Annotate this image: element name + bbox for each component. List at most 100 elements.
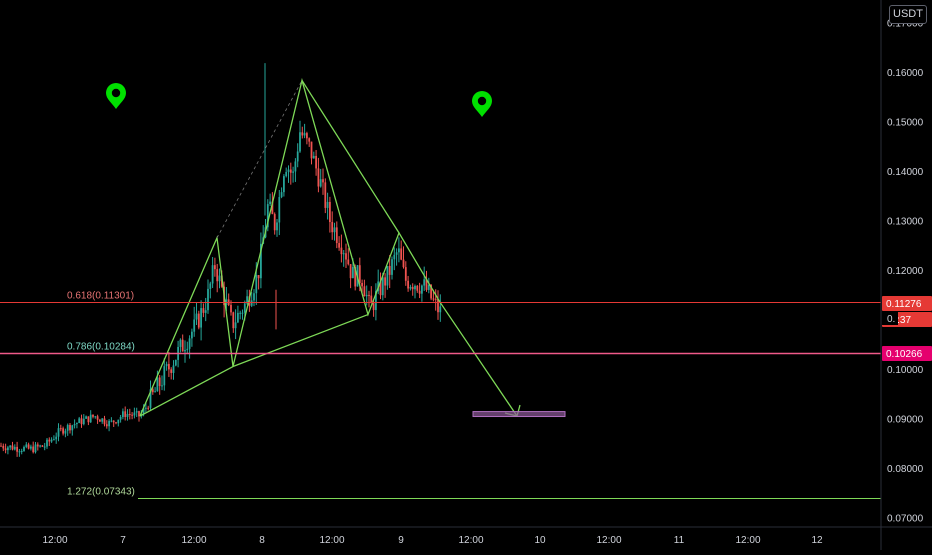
candle-body [122,411,124,417]
candle-body [239,312,242,314]
candle-body [105,424,108,427]
candle-body [266,204,269,228]
candle-body [36,444,39,447]
candle-body [20,451,23,453]
candle-body [241,312,244,314]
candle-body [13,446,16,450]
candle-body [0,445,2,447]
candles-layer [0,63,442,457]
candle-body [82,418,85,425]
candle-body [7,447,9,451]
time-axis[interactable]: 12:00 7 12:00 8 12:00 9 12:00 10 12:00 11 12:00 12 [0,526,932,546]
candle-body [409,286,412,289]
candle-body [257,275,260,279]
price-badge-0618: 0.11276 [886,299,922,310]
time-tick-label: 12:00 [458,535,483,546]
candle-body [276,222,278,231]
candle-body [400,248,403,260]
candle-body [243,303,246,313]
price-tick-label: 0.17000 [887,19,924,30]
candle-body [427,284,430,290]
price-tick-label: 0.14000 [887,167,924,178]
candle-body [108,420,110,427]
candle-body [163,366,166,386]
candle-body [96,416,99,420]
candle-body [439,306,442,313]
candle-body [46,439,48,447]
candle-body [59,428,62,430]
candle-body [25,444,28,447]
candle-body [296,151,299,162]
candle-body [237,312,239,323]
candle-body [218,275,221,282]
price-axis-mask [882,311,898,325]
price-tick-label: 0.09000 [887,415,924,426]
time-tick-label: 12:00 [596,535,621,546]
candle-body [41,445,44,447]
candle-body [232,312,235,329]
candle-body [331,222,334,233]
price-badge-0618-bg [882,296,932,311]
pattern-leg-xb [139,365,234,417]
candle-body [202,308,205,313]
candle-body [308,138,311,142]
candle-body [407,280,409,289]
candle-body [53,439,55,441]
candle-body [103,418,106,425]
candle-body [294,161,297,172]
candle-body [156,377,159,392]
candle-body [375,291,377,311]
candle-body [395,252,398,255]
candle-body [391,259,393,275]
candle-body [193,319,196,332]
price-badge-0786: 0.10266 [886,349,923,360]
candle-body [101,418,104,422]
time-tick-label: 8 [259,535,265,546]
candle-body [64,430,67,434]
currency-button[interactable]: USDT [889,5,927,24]
price-tick-label: 0.07000 [887,514,924,525]
candle-body [363,286,366,297]
pattern-leg-bd [232,313,369,368]
candle-body [289,169,292,173]
candle-body [368,294,370,296]
candle-body [317,168,320,187]
candle-body [174,359,177,366]
candle-body [255,275,258,294]
candle-body [347,259,350,265]
candle-body [11,445,14,450]
candle-body [188,338,191,349]
candle-body [131,414,133,416]
candle-body [73,424,76,426]
candle-body [354,266,357,287]
candle-body [66,424,69,431]
price-tick-label: 0.12000 [887,266,924,277]
candle-body [338,243,340,248]
candle-body [172,365,175,373]
candle-body [404,267,407,281]
candle-body [76,423,78,425]
candle-body [434,298,437,300]
candle-body [423,279,426,286]
candle-body [324,182,327,208]
marker-hole [111,88,121,98]
candle-body [119,416,122,420]
candle-body [349,264,352,279]
candle-body [230,304,232,313]
candle-body [250,300,253,306]
fibonacci-levels: 0.618(0.11301) 0.786(0.10284) 1.272(0.0734… [0,291,881,499]
candle-body [312,155,315,159]
candle-body [89,414,92,423]
price-tick-label: 0.10000 [887,365,924,376]
candle-body [165,363,168,367]
candle-body [278,197,281,223]
candle-body [432,298,435,300]
time-tick-label: 10 [534,535,546,546]
candle-body [147,407,150,409]
time-tick-label: 12:00 [181,535,206,546]
candle-body [92,414,94,417]
candle-body [398,248,400,253]
time-tick-label: 12:00 [735,535,760,546]
